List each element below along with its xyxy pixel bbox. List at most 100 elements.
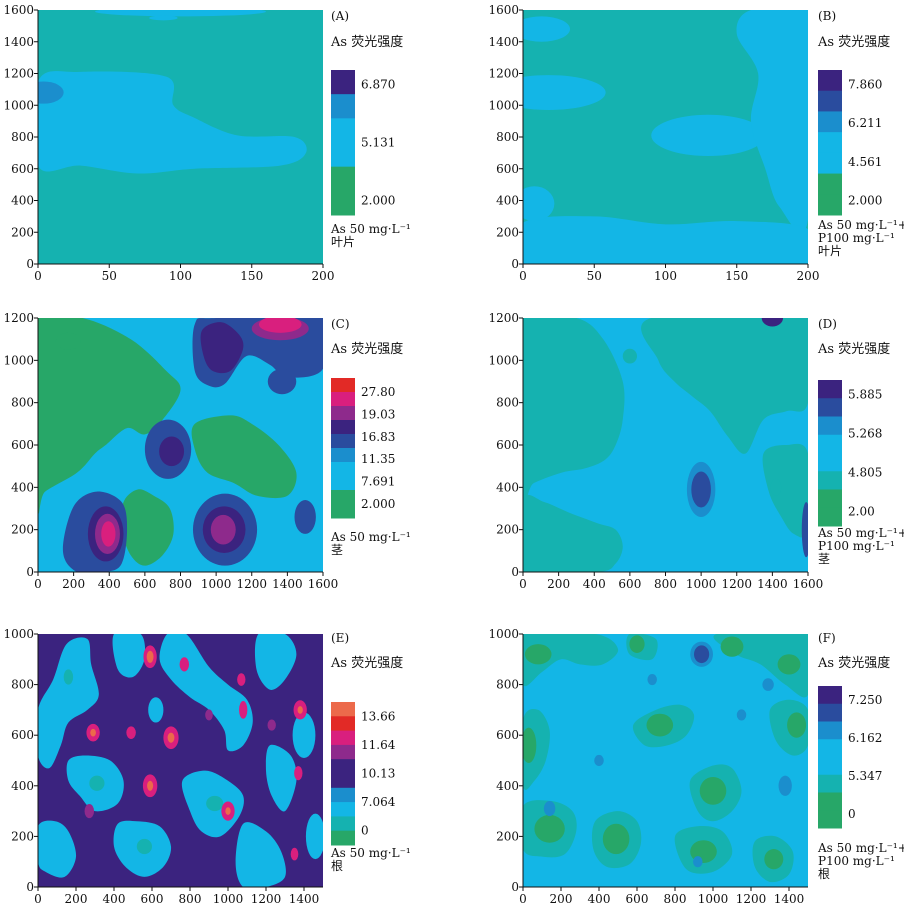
colorbar-level-label: 11.35 bbox=[361, 452, 395, 466]
contour-region bbox=[691, 471, 711, 508]
y-tick-label: 1000 bbox=[3, 353, 34, 367]
x-tick-label: 1000 bbox=[686, 577, 717, 591]
contour-region bbox=[237, 673, 246, 686]
x-tick-label: 200 bbox=[797, 269, 820, 283]
contour-region bbox=[641, 318, 808, 454]
treatment-label: P100 mg·L⁻¹ bbox=[818, 854, 895, 868]
colorbar-segment bbox=[331, 94, 355, 119]
contour-region bbox=[646, 713, 674, 737]
y-tick-label: 800 bbox=[496, 130, 519, 144]
x-tick-label: 100 bbox=[169, 269, 192, 283]
y-tick-label: 600 bbox=[496, 438, 519, 452]
y-tick-label: 1000 bbox=[488, 353, 519, 367]
x-tick-label: 0 bbox=[34, 269, 42, 283]
colorbar-segment bbox=[331, 787, 355, 803]
colorbar-segment bbox=[818, 703, 842, 722]
colorbar-segment bbox=[331, 448, 355, 463]
colorbar-segment bbox=[331, 142, 355, 168]
y-tick-label: 1200 bbox=[3, 67, 34, 81]
x-tick-label: 0 bbox=[34, 892, 42, 906]
colorbar-segment bbox=[331, 118, 355, 143]
contour-region bbox=[524, 644, 552, 665]
colorbar-segment bbox=[331, 730, 355, 746]
contour-region bbox=[294, 766, 303, 781]
contour-field bbox=[38, 318, 323, 572]
panel-label: (C) bbox=[331, 317, 350, 331]
y-tick-label: 200 bbox=[496, 523, 519, 537]
contour-region bbox=[523, 727, 537, 764]
y-tick-label: 800 bbox=[496, 396, 519, 410]
y-tick-label: 200 bbox=[11, 523, 34, 537]
contour-region bbox=[694, 645, 710, 664]
contour-region bbox=[602, 823, 630, 855]
panel-e: 0 200 400 600 800 1000 1200 1400 0 200 400 600 800 10… bbox=[3, 627, 410, 906]
y-tick-label: 400 bbox=[496, 194, 519, 208]
y-tick-label: 600 bbox=[496, 162, 519, 176]
x-tick-label: 600 bbox=[626, 892, 649, 906]
x-tick-label: 1400 bbox=[757, 577, 788, 591]
x-tick-label: 800 bbox=[664, 892, 687, 906]
contour-region bbox=[534, 814, 565, 843]
colorbar-segment bbox=[331, 830, 355, 846]
treatment-label: 叶片 bbox=[331, 235, 355, 249]
y-tick-label: 0 bbox=[26, 880, 34, 894]
colorbar-segment bbox=[331, 462, 355, 477]
colorbar-title: As 荧光强度 bbox=[817, 341, 890, 357]
colorbar-segment bbox=[818, 398, 842, 417]
colorbar-level-label: 4.561 bbox=[848, 155, 882, 169]
x-tick-label: 400 bbox=[98, 577, 121, 591]
contour-field bbox=[38, 634, 323, 887]
contour-region bbox=[594, 754, 604, 767]
y-tick-label: 1000 bbox=[3, 98, 34, 112]
y-tick-label: 600 bbox=[11, 728, 34, 742]
x-tick-label: 600 bbox=[618, 577, 641, 591]
x-tick-label: 1400 bbox=[272, 577, 303, 591]
contour-region bbox=[149, 15, 178, 21]
contour-region bbox=[101, 521, 116, 547]
treatment-label: As 50 mg·L⁻¹ bbox=[330, 846, 411, 860]
y-tick-label: 200 bbox=[11, 829, 34, 843]
contour-region bbox=[84, 804, 95, 819]
colorbar-level-label: 5.131 bbox=[361, 136, 395, 150]
contour-region bbox=[267, 719, 276, 731]
y-tick-label: 1000 bbox=[488, 627, 519, 641]
colorbar-level-label: 2.000 bbox=[361, 194, 395, 208]
colorbar-level-label: 0 bbox=[361, 824, 369, 838]
colorbar-level-label: 10.13 bbox=[361, 767, 395, 781]
contour-region bbox=[126, 726, 136, 739]
colorbar-title: As 荧光强度 bbox=[330, 341, 403, 357]
contour-region bbox=[523, 186, 555, 222]
contour-region bbox=[736, 709, 747, 721]
y-tick-label: 1400 bbox=[488, 35, 519, 49]
x-tick-label: 0 bbox=[519, 577, 527, 591]
contour-region bbox=[764, 849, 784, 870]
contour-region bbox=[38, 820, 77, 878]
contour-region bbox=[210, 514, 236, 545]
contour-region bbox=[294, 500, 316, 534]
contour-region bbox=[55, 332, 81, 350]
contour-region bbox=[235, 822, 286, 887]
colorbar-level-label: 5.885 bbox=[848, 388, 882, 402]
colorbar-level-label: 6.870 bbox=[361, 78, 395, 92]
x-tick-label: 600 bbox=[141, 892, 164, 906]
treatment-label: 茎 bbox=[331, 543, 343, 557]
contour-region bbox=[523, 318, 625, 503]
colorbar-title: As 荧光强度 bbox=[330, 34, 403, 50]
y-tick-label: 1200 bbox=[488, 67, 519, 81]
x-tick-label: 200 bbox=[550, 892, 573, 906]
colorbar-segment bbox=[331, 744, 355, 760]
x-tick-label: 400 bbox=[103, 892, 126, 906]
contour-region bbox=[200, 322, 244, 374]
colorbar-level-label: 19.03 bbox=[361, 407, 395, 421]
contour-region bbox=[647, 673, 657, 686]
colorbar-segment bbox=[818, 132, 842, 154]
x-tick-label: 200 bbox=[65, 892, 88, 906]
y-tick-label: 400 bbox=[11, 480, 34, 494]
y-tick-label: 0 bbox=[26, 257, 34, 271]
contour-region bbox=[693, 856, 703, 868]
contour-region bbox=[523, 75, 606, 111]
panel-label: (A) bbox=[331, 9, 349, 23]
x-tick-label: 200 bbox=[62, 577, 85, 591]
colorbar: 5.885 5.268 4.805 2.00 bbox=[818, 380, 882, 527]
